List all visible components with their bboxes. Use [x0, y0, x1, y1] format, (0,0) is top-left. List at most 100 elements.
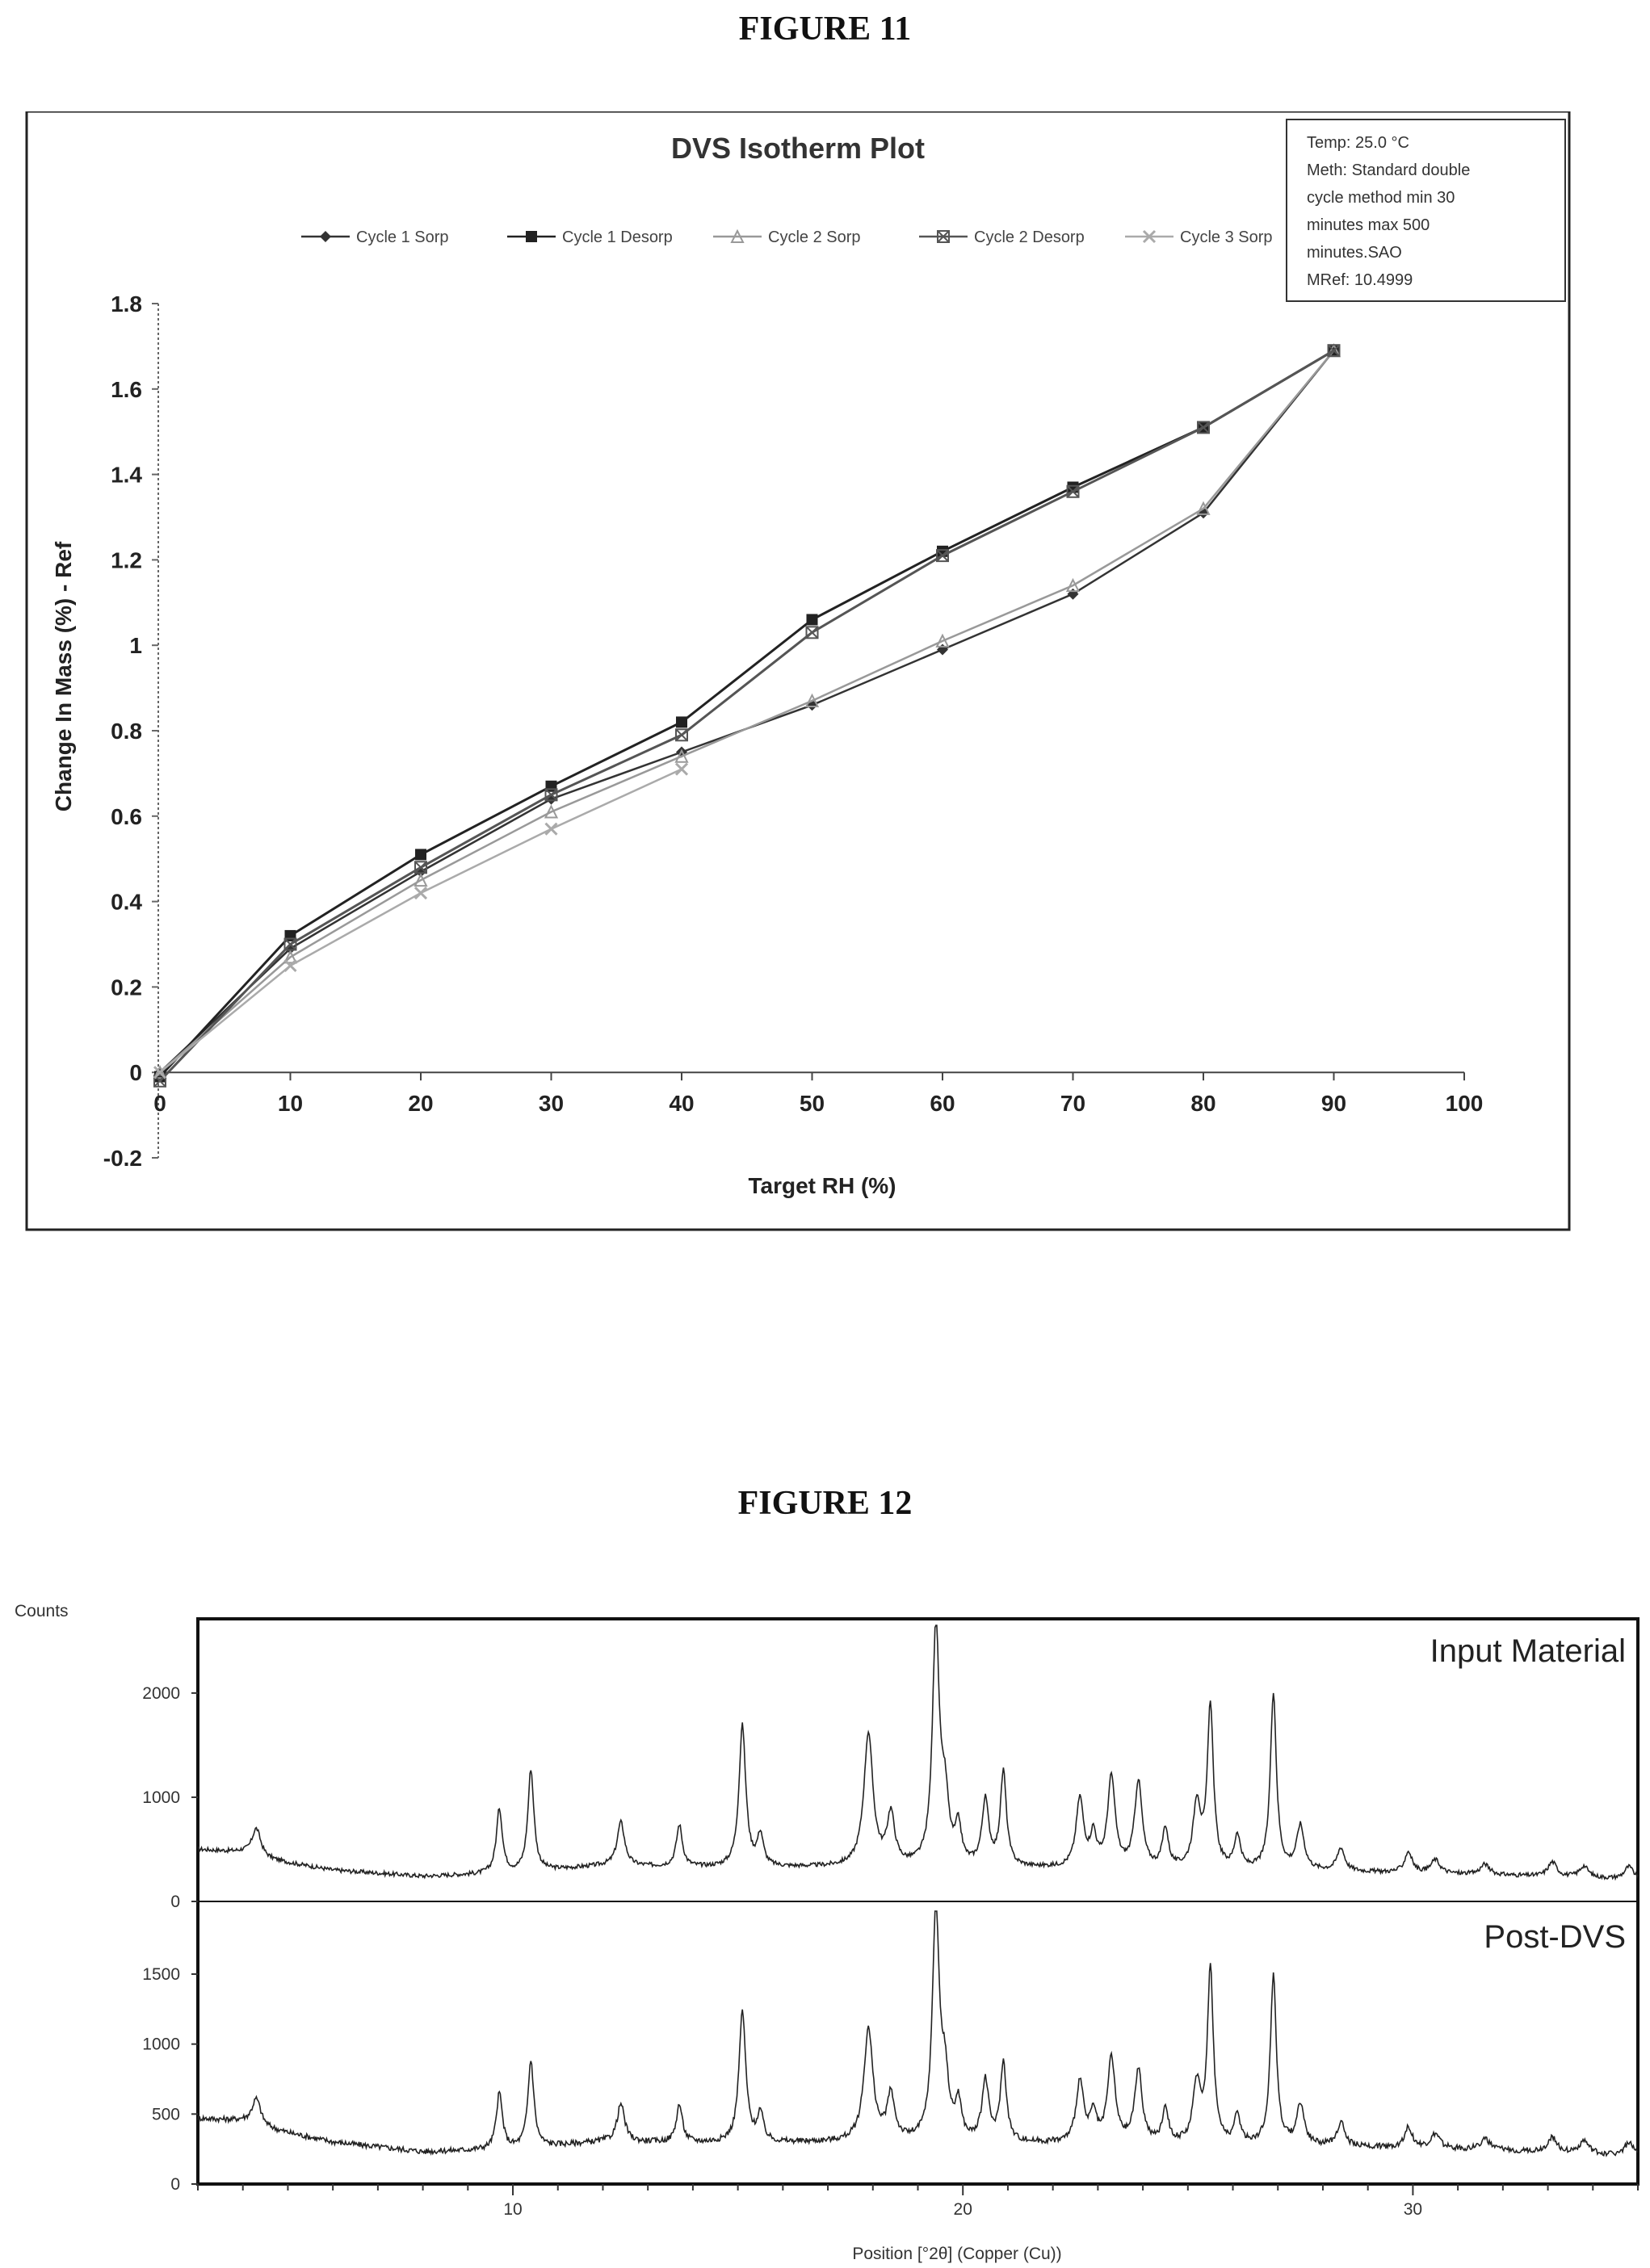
y-tick-label: 1.6 — [111, 377, 142, 402]
y-tick-label: 1.8 — [111, 291, 142, 317]
y-tick-label: 1 — [129, 633, 142, 658]
x-tick-label: 10 — [503, 2200, 522, 2219]
chart-title: DVS Isotherm Plot — [671, 132, 925, 165]
info-line: minutes max 500 — [1307, 216, 1430, 234]
chart-legend: Cycle 1 Sorp Cycle 1 Desorp Cycle 2 Sorp Cy… — [301, 228, 1273, 246]
info-line: Temp: 25.0 °C — [1307, 134, 1409, 152]
x-tick-label: 20 — [408, 1091, 433, 1116]
figure-12-caption: FIGURE 12 — [737, 1485, 913, 1522]
data-point — [1198, 507, 1209, 519]
data-point — [1196, 501, 1211, 515]
y-tick-label: 1.4 — [111, 463, 142, 488]
data-point — [935, 633, 950, 648]
legend-marker — [526, 231, 537, 242]
y-tick-label: 0 — [129, 1060, 142, 1085]
legend-item: Cycle 1 Sorp — [301, 228, 449, 246]
x-tick-label: 30 — [1404, 2200, 1422, 2219]
x-tick-label: 30 — [539, 1091, 564, 1116]
legend-marker — [320, 231, 331, 242]
x-tick-label: 40 — [669, 1091, 694, 1116]
dvs-isotherm-chart: DVS Isotherm Plot Cycle 1 Sorp Cycle 1 De… — [25, 111, 1571, 1231]
info-line: cycle method min 30 — [1307, 189, 1455, 207]
xrd-trace — [197, 1624, 1639, 1881]
legend-item: Cycle 2 Sorp — [713, 228, 861, 246]
x-tick-label: 0 — [153, 1091, 166, 1116]
data-point — [283, 958, 297, 973]
y-tick-label: 0 — [170, 1893, 180, 1911]
y-tick-label: 0.4 — [111, 890, 142, 915]
legend-marker — [1142, 229, 1157, 244]
info-line: MRef: 10.4999 — [1307, 271, 1413, 289]
data-point — [153, 1064, 167, 1080]
x-axis-label: Position [°2θ] (Copper (Cu)) — [852, 2245, 1061, 2263]
legend-label: Cycle 3 Sorp — [1180, 228, 1273, 246]
y-tick-label: -0.2 — [103, 1146, 142, 1171]
data-point — [153, 1066, 167, 1080]
data-point — [415, 849, 426, 861]
y-tick-label: 0.8 — [111, 719, 142, 744]
legend-label: Cycle 1 Desorp — [562, 228, 673, 246]
data-point — [544, 804, 559, 819]
y-tick-label: 0.2 — [111, 975, 142, 1000]
data-point — [805, 626, 819, 639]
legend-label: Cycle 1 Sorp — [356, 228, 449, 246]
x-tick-label: 100 — [1446, 1091, 1484, 1116]
x-tick-label: 10 — [278, 1091, 303, 1116]
x-tick-label: 20 — [954, 2200, 972, 2219]
legend-item: Cycle 1 Desorp — [507, 228, 673, 246]
y-axis-label: Change In Mass (%) - Ref — [51, 541, 76, 811]
x-tick-label: 90 — [1321, 1091, 1346, 1116]
panel-label: Post-DVS — [1484, 1919, 1626, 1955]
legend-item: Cycle 3 Sorp — [1125, 228, 1273, 246]
info-line: Meth: Standard double — [1307, 161, 1470, 179]
data-point — [806, 614, 818, 626]
y-tick-label: 1000 — [142, 1788, 180, 1807]
y-tick-label: 0 — [170, 2175, 180, 2194]
series-line — [158, 349, 1335, 1082]
panel-post-dvs: 0 500 1000 1500 Post-DVS — [142, 1910, 1639, 2194]
x-axis-label: Target RH (%) — [748, 1173, 896, 1198]
data-point — [283, 937, 297, 951]
data-point — [414, 861, 427, 874]
panel-label: Input Material — [1430, 1633, 1626, 1669]
chart-axes: 1.8 1.6 1.4 1.2 1 0.8 0.6 0.4 0.2 0 -0.2 0 10 20 30 40 5… — [103, 291, 1484, 1171]
data-point — [1327, 344, 1341, 358]
data-point — [414, 872, 428, 887]
data-point — [936, 549, 949, 563]
x-tick-label: 60 — [930, 1091, 955, 1116]
legend-label: Cycle 2 Sorp — [768, 228, 861, 246]
data-point — [675, 728, 688, 742]
x-tick-label: 70 — [1060, 1091, 1085, 1116]
x-tick-label: 50 — [800, 1091, 825, 1116]
counts-label: Counts — [15, 1602, 69, 1620]
data-point — [414, 886, 428, 900]
y-tick-label: 0.6 — [111, 804, 142, 829]
chart-series — [153, 342, 1341, 1088]
data-point — [1066, 484, 1080, 498]
legend-label: Cycle 2 Desorp — [974, 228, 1085, 246]
data-point — [283, 950, 298, 964]
series-line — [158, 349, 1335, 1078]
xrd-plot: 0 1000 2000 Input Material 0 500 1000 1500 Post-… — [142, 1617, 1640, 2219]
xrd-trace — [197, 1910, 1639, 2157]
data-point — [674, 748, 689, 763]
legend-item: Cycle 2 Desorp — [919, 228, 1085, 246]
info-box: Temp: 25.0 °C Meth: Standard double cycle … — [1286, 119, 1566, 302]
data-point — [544, 822, 558, 836]
series-cycle-2-desorp — [153, 344, 1341, 1088]
y-tick-label: 2000 — [142, 1684, 180, 1703]
info-line: minutes.SAO — [1307, 244, 1402, 262]
data-point — [1197, 421, 1210, 434]
y-tick-label: 1000 — [142, 2035, 180, 2054]
y-tick-label: 1500 — [142, 1965, 180, 1984]
data-point — [674, 762, 689, 776]
legend-marker — [937, 230, 950, 243]
data-point — [1065, 577, 1081, 593]
figure-11-caption: FIGURE 11 — [738, 10, 912, 48]
y-tick-label: 500 — [152, 2105, 180, 2123]
xrd-pattern-chart: Counts 0 1000 2000 Input Material 0 500 1000 15… — [15, 1602, 1640, 2263]
data-point — [804, 693, 820, 707]
data-point — [676, 716, 687, 728]
data-point — [544, 788, 558, 802]
series-cycle-3-sorp — [153, 762, 689, 1080]
